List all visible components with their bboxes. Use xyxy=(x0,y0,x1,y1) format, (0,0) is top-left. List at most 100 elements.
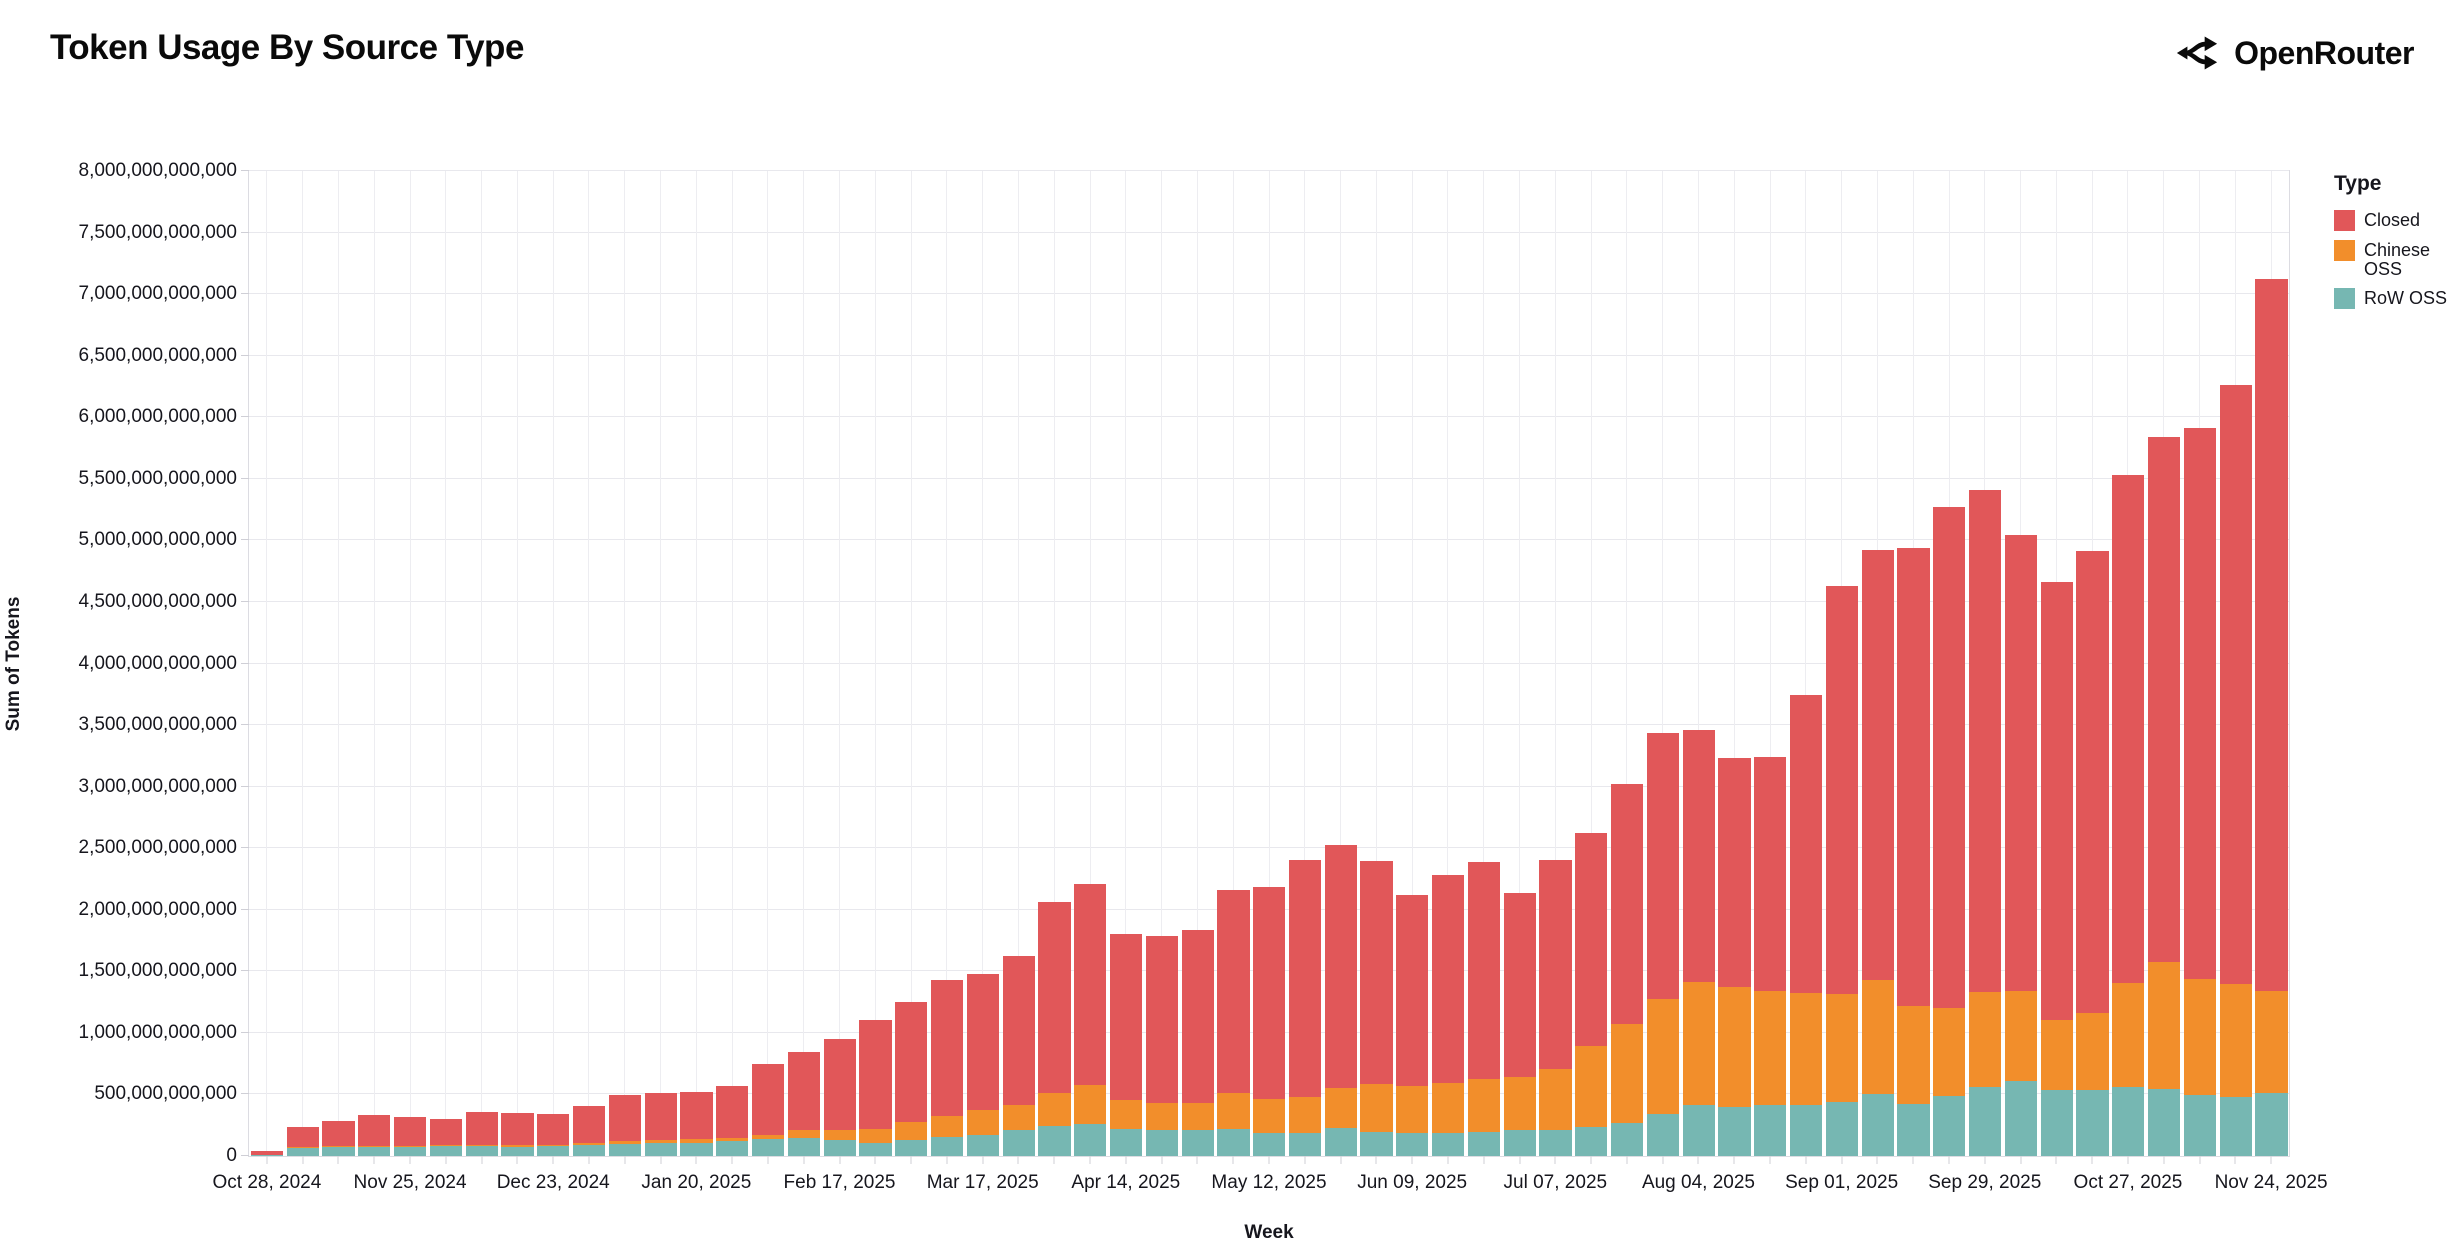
bar-segment-closed xyxy=(1861,550,1894,980)
bar-segment-closed xyxy=(2112,475,2145,983)
bar-segment-row-oss xyxy=(2040,1090,2073,1156)
bar-segment-closed xyxy=(787,1051,820,1131)
bar-segment-chinese-oss xyxy=(1396,1086,1429,1133)
bar-slot xyxy=(1573,171,1609,1156)
gridline-h xyxy=(249,170,2289,171)
x-tick-mark xyxy=(767,1156,769,1164)
bar-slot xyxy=(1717,171,1753,1156)
bar-segment-chinese-oss xyxy=(823,1130,856,1140)
x-tick-mark xyxy=(1519,1156,1521,1164)
bar-slot xyxy=(1216,171,1252,1156)
stacked-bar xyxy=(1503,893,1536,1156)
bar-segment-closed xyxy=(1217,890,1250,1093)
x-tick-mark xyxy=(516,1156,518,1164)
bar-segment-chinese-oss xyxy=(787,1130,820,1138)
stacked-bar xyxy=(608,1095,641,1156)
x-tick-mark xyxy=(1948,1156,1950,1164)
bar-slot xyxy=(1502,171,1538,1156)
gridline-v xyxy=(1196,171,1198,1156)
bar-slot xyxy=(392,171,428,1156)
legend-swatch xyxy=(2334,210,2355,231)
legend-label: RoW OSS xyxy=(2364,287,2448,308)
bar-slot xyxy=(2146,171,2182,1156)
bar-segment-row-oss xyxy=(2183,1095,2217,1156)
x-tick-mark xyxy=(1912,1156,1914,1164)
x-tick-mark xyxy=(803,1156,805,1164)
bar-slot xyxy=(1037,171,1073,1156)
bar-slot xyxy=(1860,171,1896,1156)
stacked-bar xyxy=(1324,845,1357,1156)
bar-segment-closed xyxy=(2255,279,2288,991)
gridline-v xyxy=(1268,171,1270,1156)
x-tick-mark xyxy=(1554,1156,1556,1164)
bar-segment-row-oss xyxy=(2112,1087,2145,1156)
x-tick-label: Oct 28, 2024 xyxy=(212,1172,322,1193)
bar-slot xyxy=(1072,171,1108,1156)
stacked-bar xyxy=(1002,955,1035,1156)
bar-segment-row-oss xyxy=(1360,1131,1393,1156)
bar-segment-closed xyxy=(895,1002,928,1123)
x-tick-label: May 12, 2025 xyxy=(1211,1172,1327,1193)
bar-segment-row-oss xyxy=(1646,1114,1680,1156)
legend-title: Type xyxy=(2334,172,2382,195)
bar-segment-chinese-oss xyxy=(1253,1099,1286,1134)
x-tick-mark xyxy=(1697,1156,1699,1164)
bar-segment-row-oss xyxy=(1253,1133,1286,1156)
legend-item-chinese-oss: Chinese OSS xyxy=(2334,240,2452,279)
bar-segment-row-oss xyxy=(1790,1104,1823,1156)
y-tick-label: 6,500,000,000,000 xyxy=(78,344,238,366)
bar-segment-closed xyxy=(716,1086,749,1138)
bar-segment-row-oss xyxy=(680,1142,713,1156)
bar-segment-row-oss xyxy=(823,1139,856,1156)
bar-segment-closed xyxy=(501,1112,534,1146)
gridline-v xyxy=(1340,171,1342,1156)
x-tick-mark xyxy=(624,1156,626,1164)
bar-segment-closed xyxy=(1145,935,1178,1104)
gridline-v xyxy=(1733,171,1735,1156)
bar-segment-closed xyxy=(1288,860,1322,1097)
gridline-v xyxy=(803,171,805,1156)
gridline-v xyxy=(1805,171,1807,1156)
bar-slot xyxy=(1609,171,1645,1156)
x-tick-mark xyxy=(1626,1156,1628,1164)
x-tick-mark xyxy=(731,1156,733,1164)
gridline-v xyxy=(516,171,518,1156)
bar-slot xyxy=(893,171,929,1156)
bar-slot xyxy=(321,171,357,1156)
x-tick-mark xyxy=(1984,1156,1986,1164)
stacked-bar xyxy=(2040,582,2073,1156)
stacked-bar xyxy=(322,1121,355,1156)
stacked-bar xyxy=(930,980,964,1156)
y-tick-label: 500,000,000,000 xyxy=(94,1083,237,1105)
bar-segment-row-oss xyxy=(751,1139,785,1156)
bar-segment-chinese-oss xyxy=(751,1135,785,1140)
gridline-v xyxy=(1697,171,1699,1156)
x-tick-mark xyxy=(874,1156,876,1164)
stacked-bar xyxy=(1754,757,1787,1156)
bar-segment-row-oss xyxy=(1074,1124,1107,1156)
bar-segment-row-oss xyxy=(930,1137,964,1156)
gridline-v xyxy=(445,171,447,1156)
y-axis-title: Sum of Tokens xyxy=(3,596,24,732)
x-tick-mark xyxy=(2234,1156,2236,1164)
stacked-bar xyxy=(250,1151,283,1156)
bar-slot xyxy=(1287,171,1323,1156)
bar-segment-closed xyxy=(429,1118,462,1145)
x-tick-mark xyxy=(1447,1156,1449,1164)
bar-segment-chinese-oss xyxy=(1646,999,1680,1115)
bar-segment-row-oss xyxy=(1682,1105,1715,1156)
bar-segment-row-oss xyxy=(1038,1126,1071,1156)
chart-title: Token Usage By Source Type xyxy=(50,28,524,67)
stacked-bar xyxy=(501,1112,534,1156)
bar-slot xyxy=(2075,171,2111,1156)
bar-slot xyxy=(1180,171,1216,1156)
gridline-v xyxy=(481,171,483,1156)
y-tick-label: 3,500,000,000,000 xyxy=(78,714,238,736)
brand-header: OpenRouter xyxy=(2174,30,2414,76)
gridline-v xyxy=(1626,171,1628,1156)
brand-name: OpenRouter xyxy=(2234,34,2414,71)
bar-segment-row-oss xyxy=(2076,1090,2109,1156)
stacked-bar xyxy=(358,1115,391,1156)
x-tick-mark xyxy=(1590,1156,1592,1164)
legend-item-row-oss: RoW OSS xyxy=(2334,287,2452,309)
